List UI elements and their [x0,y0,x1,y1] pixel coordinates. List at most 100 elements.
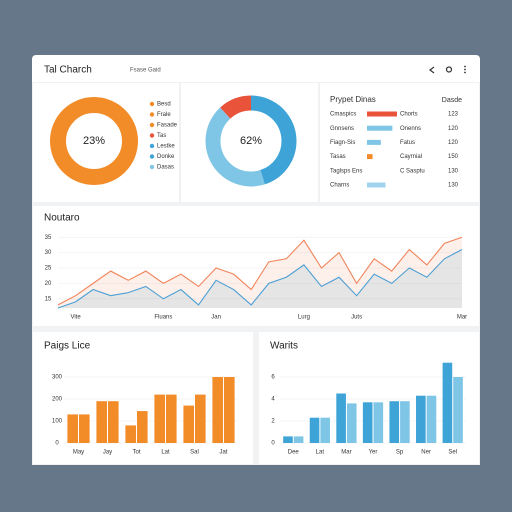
bar [400,401,410,443]
row-label: Tasas [330,154,346,160]
bar [212,377,223,443]
bar [389,401,400,443]
y-tick-label: 0 [271,441,275,447]
x-tick-label: Yer [369,450,378,456]
chart-title: Warits [270,341,298,352]
x-tick-label: Dee [288,450,300,456]
row-label: Fiagn-Sis [330,140,355,146]
row-value: 130 [448,168,459,174]
bar [283,436,293,443]
bar [79,414,90,443]
legend-swatch [149,154,155,159]
bar [309,417,320,443]
legend-label: Besd [157,102,171,108]
x-tick-label: Sp [396,450,404,456]
panel [320,83,479,202]
legend-label: Donke [157,154,175,160]
x-tick-label: Jay [103,450,112,456]
legend-label: Tas [157,133,166,139]
bar [224,377,235,443]
row-label: Cmaspics [330,112,356,118]
legend-swatch [149,101,155,107]
bar [453,377,463,443]
menu-icon[interactable] [464,65,466,74]
legend-swatch [149,143,155,149]
y-tick-label: 100 [52,419,63,425]
pie-slice [205,95,297,187]
row-status: Fatus [400,140,415,146]
row-value: 123 [448,112,459,118]
legend-label: Dasas [157,165,174,171]
row-status: C Sasptu [400,168,425,174]
x-tick-label: Sal [190,450,199,456]
y-tick-label: 300 [52,375,63,381]
bar [362,402,373,443]
row-label: Gnnsens [330,126,354,132]
line [57,236,463,306]
center-label: 62% [240,135,262,147]
row-bar [367,139,381,145]
bar [125,425,136,443]
pie-slice [205,95,297,187]
x-tick-label: Lat [316,450,325,456]
bar [442,362,453,443]
legend-swatch [149,112,155,117]
x-tick-label: Lurg [298,315,310,321]
x-tick-label: Mar [457,315,467,321]
x-tick-label: Lat [161,450,170,456]
x-tick-label: Tot [132,450,140,456]
bar [426,395,437,443]
row-label: Taglsps Ens [330,168,362,174]
area [58,249,462,308]
row-label: Charns [330,183,349,189]
row-value: 130 [448,183,459,189]
row-bar [367,125,393,131]
chart-title: Paigs Lice [44,341,91,352]
row-bar [367,182,386,188]
legend-label: Lestke [157,144,175,150]
pie-slice [50,97,138,185]
y-tick-label: 15 [45,296,52,302]
table-title: Prypet Dinas [330,95,376,104]
row-bar [367,154,373,160]
y-tick-label: 200 [52,397,63,403]
y-tick-label: 2 [271,419,275,425]
back-icon[interactable] [429,66,435,74]
row-value: 150 [448,154,459,160]
bar [320,417,330,443]
bar [373,402,384,443]
y-tick-label: 6 [271,375,275,381]
line [57,249,463,309]
y-tick-label: 35 [45,235,52,241]
bar [137,411,148,443]
x-tick-label: Mar [341,450,351,456]
app-title: Tal Charch [44,65,92,76]
center-label: 23% [83,135,105,147]
y-tick-label: 30 [45,250,52,256]
bar [195,394,206,443]
row-bar [367,111,397,117]
bar [96,401,107,443]
table-header: Dasde [442,97,462,104]
chart-title: Noutaro [44,213,80,224]
bar [108,401,119,443]
bar [154,394,165,443]
legend-swatch [149,133,155,138]
bar [336,393,346,443]
x-tick-label: Fluans [154,315,172,321]
x-tick-label: May [73,450,84,456]
x-tick-label: Jat [219,450,227,456]
search-icon[interactable] [445,66,453,73]
bar [183,405,194,443]
panel [33,206,479,326]
x-tick-label: Ner [421,450,431,456]
row-status: Onenns [400,126,421,132]
bar [416,395,426,443]
y-tick-label: 25 [45,266,52,272]
bar [346,403,357,443]
row-value: 120 [448,126,459,132]
bar [293,436,304,443]
row-value: 120 [448,140,459,146]
